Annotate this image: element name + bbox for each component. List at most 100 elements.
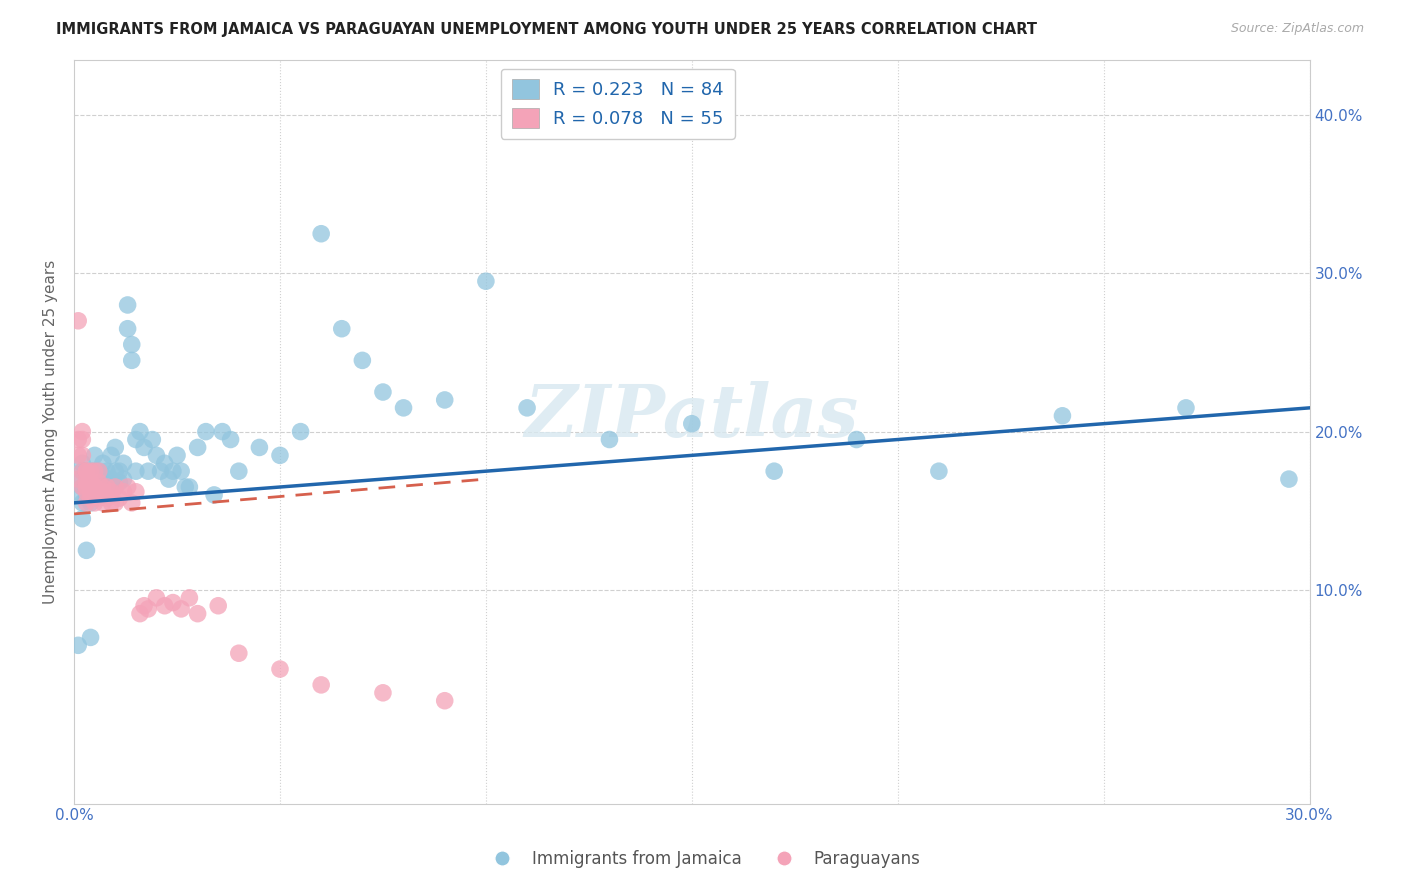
- Point: [475, 274, 498, 288]
- Point: [96, 464, 118, 478]
- Point: [96, 488, 118, 502]
- Point: [67, 472, 90, 486]
- Point: [72, 480, 94, 494]
- Point: [129, 425, 152, 439]
- Point: [72, 456, 94, 470]
- Point: [121, 337, 143, 351]
- Point: [125, 484, 148, 499]
- Point: [371, 384, 394, 399]
- Point: [75, 484, 97, 499]
- Point: [1175, 401, 1198, 415]
- Point: [269, 448, 291, 462]
- Point: [162, 596, 184, 610]
- Point: [96, 475, 118, 490]
- Point: [72, 464, 94, 478]
- Point: [67, 314, 90, 328]
- Point: [845, 433, 868, 447]
- Point: [132, 441, 155, 455]
- Point: [72, 464, 94, 478]
- Point: [179, 591, 201, 605]
- Point: [108, 464, 131, 478]
- Point: [179, 480, 201, 494]
- Point: [79, 480, 101, 494]
- Point: [79, 491, 101, 505]
- Point: [145, 591, 167, 605]
- Point: [187, 441, 209, 455]
- Point: [228, 646, 250, 660]
- Point: [145, 448, 167, 462]
- Point: [83, 464, 105, 478]
- Point: [170, 602, 193, 616]
- Y-axis label: Unemployment Among Youth under 25 years: Unemployment Among Youth under 25 years: [44, 260, 58, 604]
- Point: [194, 425, 217, 439]
- Point: [72, 433, 94, 447]
- Point: [104, 441, 127, 455]
- Point: [91, 480, 114, 494]
- Point: [112, 456, 135, 470]
- Point: [269, 662, 291, 676]
- Point: [72, 496, 94, 510]
- Point: [75, 475, 97, 490]
- Point: [79, 475, 101, 490]
- Point: [75, 464, 97, 478]
- Point: [75, 464, 97, 478]
- Point: [100, 472, 122, 486]
- Point: [1052, 409, 1074, 423]
- Point: [166, 448, 188, 462]
- Point: [87, 491, 110, 505]
- Point: [104, 480, 127, 494]
- Point: [228, 464, 250, 478]
- Point: [157, 472, 180, 486]
- Point: [104, 480, 127, 494]
- Point: [83, 448, 105, 462]
- Point: [162, 464, 184, 478]
- Point: [72, 448, 94, 462]
- Point: [211, 425, 233, 439]
- Point: [75, 475, 97, 490]
- Point: [87, 488, 110, 502]
- Point: [247, 441, 270, 455]
- Point: [72, 511, 94, 525]
- Point: [117, 322, 139, 336]
- Point: [100, 448, 122, 462]
- Point: [112, 484, 135, 499]
- Point: [207, 599, 229, 613]
- Point: [170, 464, 193, 478]
- Point: [309, 227, 332, 241]
- Point: [79, 631, 101, 645]
- Point: [141, 433, 163, 447]
- Point: [67, 433, 90, 447]
- Point: [91, 484, 114, 499]
- Point: [516, 401, 538, 415]
- Point: [87, 472, 110, 486]
- Point: [1278, 472, 1301, 486]
- Point: [330, 322, 353, 336]
- Point: [72, 425, 94, 439]
- Point: [153, 456, 176, 470]
- Point: [433, 694, 456, 708]
- Point: [79, 472, 101, 486]
- Point: [290, 425, 312, 439]
- Point: [174, 480, 197, 494]
- Point: [67, 488, 90, 502]
- Point: [763, 464, 786, 478]
- Text: ZIPatlas: ZIPatlas: [524, 381, 859, 452]
- Point: [309, 678, 332, 692]
- Point: [83, 480, 105, 494]
- Point: [79, 484, 101, 499]
- Point: [67, 638, 90, 652]
- Point: [121, 496, 143, 510]
- Point: [187, 607, 209, 621]
- Point: [153, 599, 176, 613]
- Point: [91, 480, 114, 494]
- Point: [67, 472, 90, 486]
- Point: [598, 433, 620, 447]
- Point: [100, 484, 122, 499]
- Point: [75, 480, 97, 494]
- Point: [87, 464, 110, 478]
- Point: [149, 464, 172, 478]
- Text: Source: ZipAtlas.com: Source: ZipAtlas.com: [1230, 22, 1364, 36]
- Point: [96, 480, 118, 494]
- Point: [91, 469, 114, 483]
- Point: [67, 448, 90, 462]
